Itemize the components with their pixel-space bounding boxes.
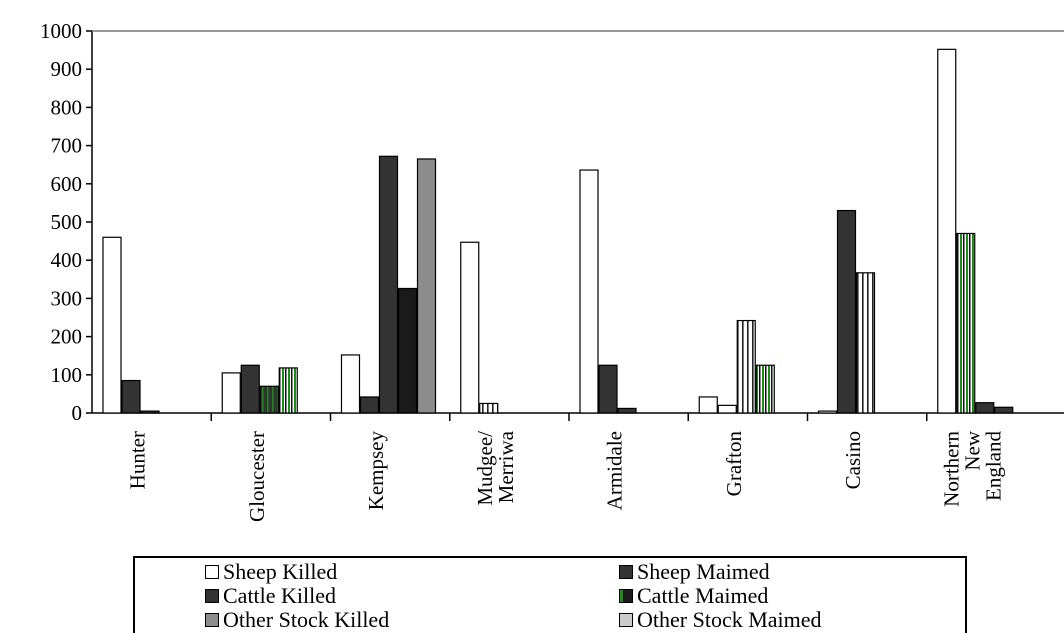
legend-swatch: [619, 589, 633, 603]
bar: [819, 411, 837, 413]
legend-item-sheep-maimed: Sheep Maimed: [619, 560, 770, 584]
y-tick-label: 100: [51, 363, 83, 387]
bar: [976, 403, 994, 413]
legend-item-sheep-killed: Sheep Killed: [205, 560, 337, 584]
bar: [599, 365, 617, 413]
legend: Sheep Killed Sheep Maimed Cattle Killed …: [133, 556, 967, 633]
legend-item-other-stock-killed: Other Stock Killed: [205, 608, 389, 632]
bar: [699, 397, 717, 413]
y-tick-label: 600: [51, 172, 83, 196]
y-tick-label: 1000: [40, 19, 82, 43]
category-label: Kempsey: [364, 431, 388, 511]
y-tick-label: 800: [51, 95, 83, 119]
category-label: Gloucester: [245, 431, 269, 522]
bar: [260, 386, 278, 413]
bar: [618, 408, 636, 413]
bar: [480, 403, 498, 413]
legend-swatch: [619, 565, 633, 579]
bar: [938, 49, 956, 413]
bar: [141, 411, 159, 413]
bar: [838, 211, 856, 413]
category-label: Grafton: [722, 431, 746, 497]
axes: 0 100 200 300 400 500 600 700 800 900 1000: [40, 19, 1064, 425]
bar: [361, 397, 379, 413]
y-tick-label: 300: [51, 286, 83, 310]
bar: [241, 365, 259, 413]
bar: [957, 233, 975, 413]
legend-item-other-stock-maimed: Other Stock Maimed: [619, 608, 822, 632]
legend-swatch: [205, 589, 219, 603]
bar: [222, 373, 240, 413]
y-tick-label: 0: [72, 401, 83, 425]
bar: [279, 368, 297, 413]
bar: [718, 405, 736, 413]
legend-label: Cattle Killed: [223, 584, 336, 608]
bar: [418, 159, 436, 413]
y-tick-label: 400: [51, 248, 83, 272]
chart: 0 100 200 300 400 500 600 700 800 900 1000 Hunter G…: [0, 0, 1064, 556]
legend-label: Other Stock Killed: [223, 608, 389, 632]
bar: [857, 273, 875, 413]
category-label: Hunter: [126, 431, 150, 489]
bar: [995, 407, 1013, 413]
bars: [103, 49, 1013, 413]
labels: Hunter Gloucester Kempsey Mudgee/Merriwa Arm…: [126, 430, 1006, 522]
legend-label: Other Stock Maimed: [637, 608, 822, 632]
legend-swatch: [619, 613, 633, 627]
y-tick-label: 900: [51, 57, 83, 81]
bar: [461, 242, 479, 413]
y-tick-label: 500: [51, 210, 83, 234]
bar: [399, 288, 417, 413]
bar: [103, 237, 121, 413]
bar: [756, 365, 774, 413]
legend-item-cattle-killed: Cattle Killed: [205, 584, 336, 608]
category-label: Casino: [841, 431, 865, 489]
legend-label: Sheep Maimed: [637, 560, 770, 584]
bar: [122, 381, 140, 413]
legend-item-cattle-maimed: Cattle Maimed: [619, 584, 768, 608]
category-label: Armidale: [603, 431, 627, 510]
category-label: Merriwa: [494, 430, 518, 503]
y-tick-label: 700: [51, 134, 83, 158]
bar: [380, 156, 398, 413]
legend-swatch: [205, 565, 219, 579]
bar: [342, 355, 360, 413]
category-label: England: [981, 431, 1005, 501]
y-tick-label: 200: [51, 325, 83, 349]
legend-label: Sheep Killed: [223, 560, 337, 584]
bar: [737, 321, 755, 413]
legend-label: Cattle Maimed: [637, 584, 768, 608]
bar: [580, 170, 598, 413]
legend-swatch: [205, 613, 219, 627]
